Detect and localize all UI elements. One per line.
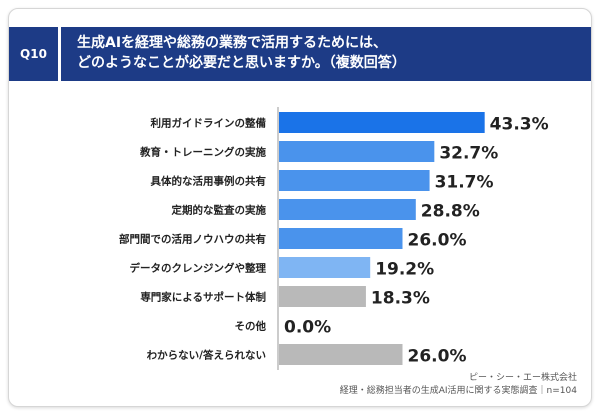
bar xyxy=(279,170,430,191)
footer-survey-note: 経理・総務担当者の生成AI活用に関する実態調査｜n=104 xyxy=(339,386,577,396)
category-label: 教育・トレーニングの実施 xyxy=(139,146,266,159)
data-label: 18.3% xyxy=(371,289,430,309)
footer-company: ピー・シー・エー株式会社 xyxy=(468,373,577,383)
category-label: 定期的な監査の実施 xyxy=(171,204,267,217)
bar-chart: 利用ガイドラインの整備 43.3% 教育・トレーニングの実施 32.7% 具体的な活用事… xyxy=(119,107,549,370)
question-title-line2: どのようなことが必要だと思いますか。（複数回答） xyxy=(77,55,406,71)
bar xyxy=(279,286,366,307)
data-label: 26.0% xyxy=(408,347,467,367)
bar xyxy=(279,228,403,249)
question-title-line1: 生成AIを経理や総務の業務で活用するためには、 xyxy=(77,35,388,51)
question-number-badge: Q10 xyxy=(9,27,58,81)
bar xyxy=(279,257,371,278)
footer: ピー・シー・エー株式会社 経理・総務担当者の生成AI活用に関する実態調査｜n=1… xyxy=(340,372,577,398)
bar xyxy=(279,141,435,162)
category-label: 利用ガイドラインの整備 xyxy=(151,117,267,130)
bar xyxy=(279,199,416,220)
category-label: データのクレンジングや整理 xyxy=(130,262,267,275)
question-header: 生成AIを経理や総務の業務で活用するためには、 どのようなことが必要だと思います… xyxy=(61,27,591,81)
data-label: 31.7% xyxy=(435,173,494,193)
data-label: 26.0% xyxy=(408,231,467,251)
data-label: 43.3% xyxy=(490,115,549,135)
category-label: 部門間での活用ノウハウの共有 xyxy=(119,233,266,246)
data-label: 0.0% xyxy=(284,318,331,338)
category-label: 具体的な活用事例の共有 xyxy=(150,175,267,188)
data-label: 19.2% xyxy=(375,260,434,280)
bar xyxy=(279,344,403,365)
category-label: 専門家によるサポート体制 xyxy=(140,291,266,304)
chart-card: Q10 生成AIを経理や総務の業務で活用するためには、 どのようなことが必要だと… xyxy=(8,8,592,407)
category-label: わからない/答えられない xyxy=(147,349,266,362)
category-label: その他 xyxy=(235,320,267,333)
data-label: 32.7% xyxy=(439,144,498,164)
data-label: 28.8% xyxy=(421,202,480,222)
bar xyxy=(279,112,485,133)
